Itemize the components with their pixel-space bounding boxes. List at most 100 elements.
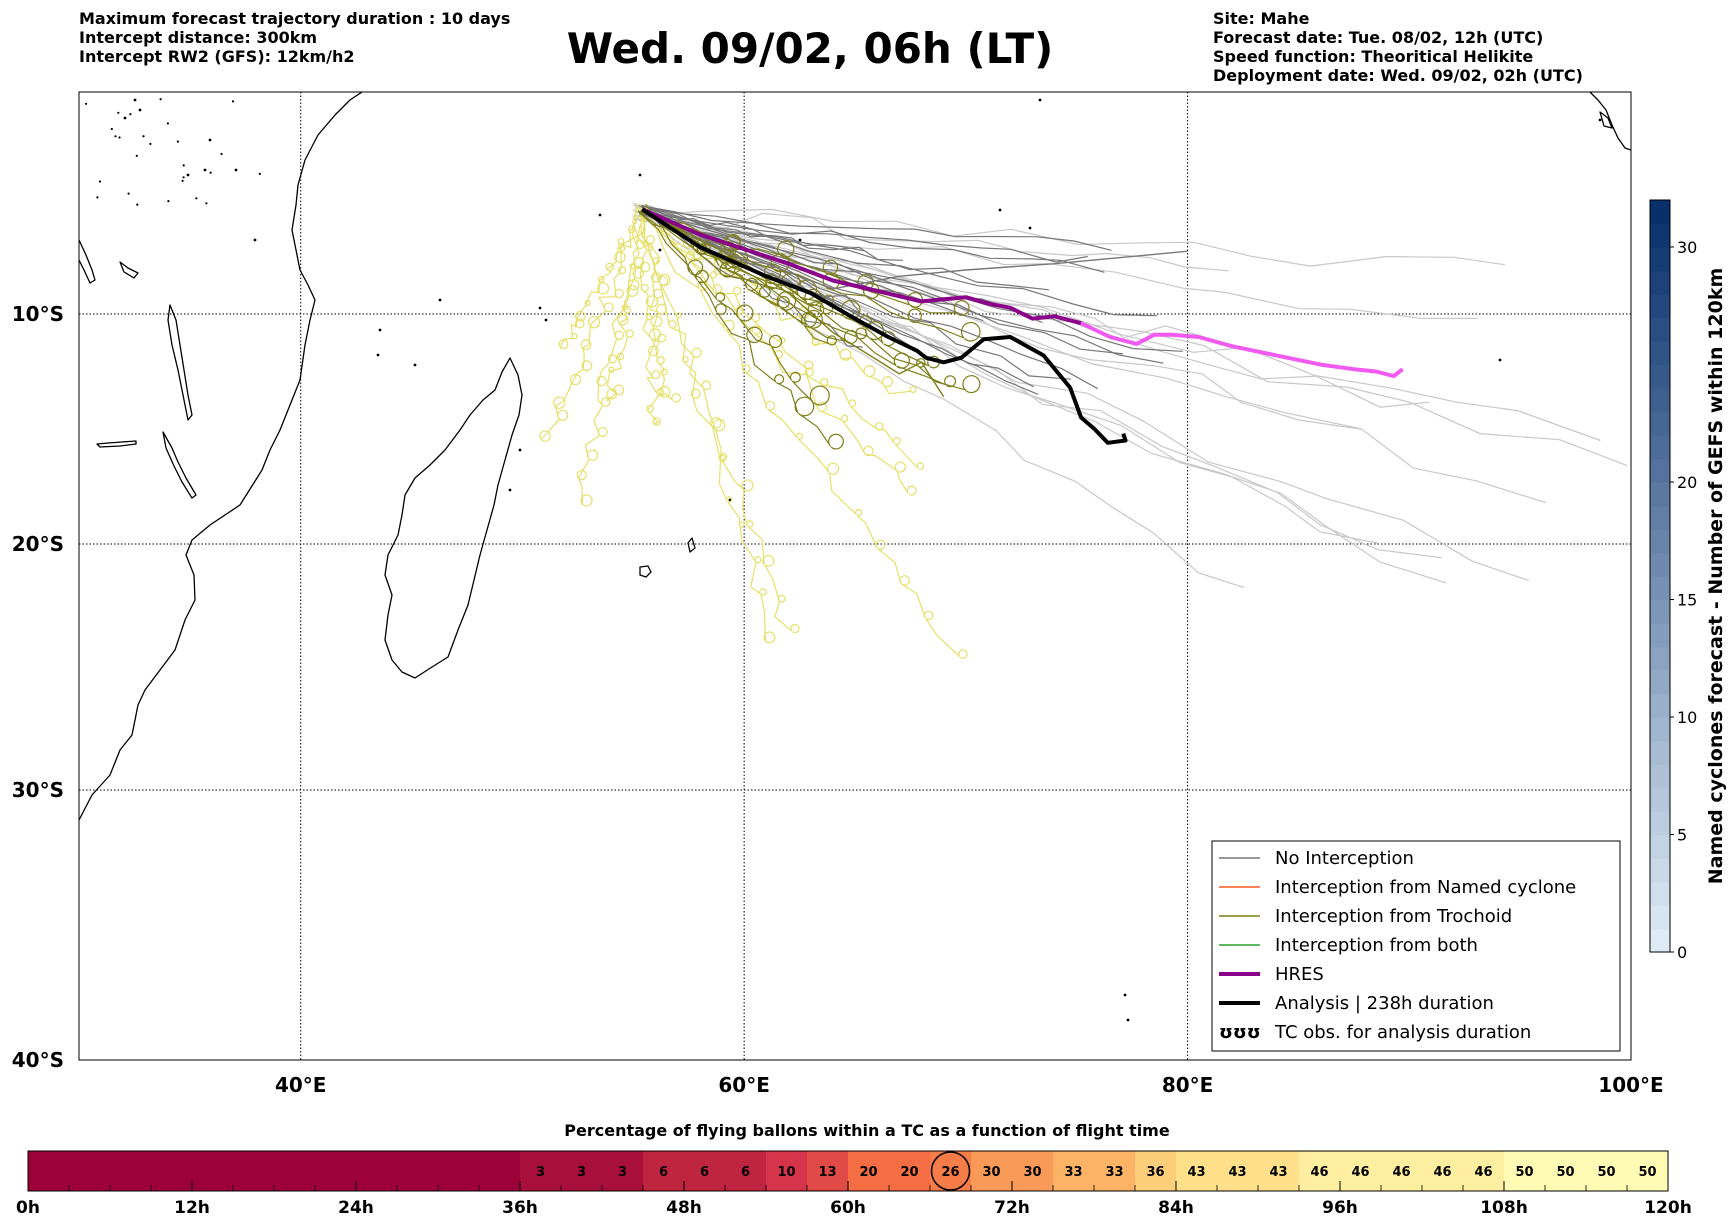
flight-time-cell xyxy=(1504,1151,1546,1191)
flight-time-tick-label: 60h xyxy=(830,1198,866,1218)
small-island xyxy=(1123,993,1127,997)
main-title: Wed. 09/02, 06h (LT) xyxy=(566,24,1054,73)
flight-time-value: 3 xyxy=(618,1165,627,1180)
small-island xyxy=(798,238,802,242)
colorbar-band xyxy=(1650,552,1670,577)
mauritius-island xyxy=(687,537,696,553)
colorbar-band xyxy=(1650,811,1670,836)
flight-time-cell xyxy=(643,1151,685,1191)
legend-box xyxy=(1211,840,1621,1052)
legend-label: No Interception xyxy=(1275,848,1414,869)
small-island xyxy=(438,298,442,302)
flight-time-value: 30 xyxy=(1023,1165,1041,1180)
small-island xyxy=(182,164,185,167)
colorbar-band xyxy=(1650,482,1670,507)
flight-time-value: 20 xyxy=(900,1165,918,1180)
flight-time-cell xyxy=(1094,1151,1136,1191)
flight-time-value: 46 xyxy=(1392,1165,1410,1180)
flight-time-value: 50 xyxy=(1515,1165,1533,1180)
flight-time-value: 50 xyxy=(1556,1165,1574,1180)
small-island xyxy=(118,136,121,139)
flight-time-value: 46 xyxy=(1310,1165,1328,1180)
x-tick-label: 60°E xyxy=(718,1073,770,1097)
small-island xyxy=(167,200,170,203)
flight-time-cell xyxy=(1217,1151,1259,1191)
ensemble-track-faint xyxy=(649,205,1430,408)
flight-time-bar: 3 3 3 6 6 6 10 13 20 20 26 30 30 33 33 36 43 43 43 46 46 46 46… xyxy=(16,1150,1692,1218)
flight-time-cell xyxy=(725,1151,767,1191)
colorbar-band xyxy=(1650,223,1670,248)
ensemble-track-faint xyxy=(632,201,1361,430)
legend-label: Interception from both xyxy=(1275,935,1478,956)
ensemble-track-faint xyxy=(651,213,1245,589)
legend-label: Analysis | 238h duration xyxy=(1275,993,1494,1014)
flight-time-value: 13 xyxy=(818,1165,836,1180)
flight-time-cell xyxy=(110,1151,152,1191)
colorbar-band xyxy=(1650,435,1670,460)
small-island xyxy=(110,127,113,131)
header-forecast-date-text: Forecast date: Tue. 08/02, 12h (UTC) xyxy=(1213,28,1544,47)
colorbar-tick-label: 20 xyxy=(1677,473,1697,492)
flight-time-cell xyxy=(69,1151,111,1191)
flight-time-cell xyxy=(233,1151,275,1191)
flight-time-tick-label: 108h xyxy=(1480,1198,1528,1218)
ensemble-track-sample xyxy=(641,208,945,398)
reunion-island xyxy=(639,565,652,578)
ensemble-track-trochoid xyxy=(637,211,858,344)
map-frame xyxy=(78,91,1632,1061)
flight-time-cell xyxy=(1340,1151,1382,1191)
small-island xyxy=(203,168,207,172)
ensemble-track-trochoid xyxy=(639,212,844,450)
flight-time-cell xyxy=(28,1151,70,1191)
colorbar-band xyxy=(1650,388,1670,413)
ensemble-track-light-trochoid xyxy=(558,213,648,350)
lake-outline xyxy=(96,440,137,448)
small-island xyxy=(518,448,522,452)
flight-time-tick-label: 84h xyxy=(1158,1198,1194,1218)
colorbar-tick-label: 10 xyxy=(1677,708,1697,727)
flight-time-cell xyxy=(602,1151,644,1191)
small-island xyxy=(182,176,185,179)
small-island xyxy=(195,197,198,200)
ensemble-track-faint xyxy=(632,208,1506,267)
small-island xyxy=(136,203,139,206)
ensemble-track-trochoid xyxy=(637,211,981,342)
island-outline xyxy=(1599,111,1613,129)
ensemble-track-sample xyxy=(641,208,1188,290)
small-island xyxy=(658,248,662,252)
header-intercept-rw2-text: Intercept RW2 (GFS): 12km/h2 xyxy=(79,47,355,66)
small-island xyxy=(1598,118,1602,122)
small-island xyxy=(149,142,152,145)
colorbar-tick-label: 30 xyxy=(1677,238,1697,257)
ensemble-track-faint xyxy=(634,218,1205,339)
x-tick-labels: 40°E 60°E 80°E 100°E xyxy=(275,1073,1664,1097)
x-tick-label: 40°E xyxy=(275,1073,327,1097)
header-speed-function-text: Speed function: Theoritical Helikite xyxy=(1213,47,1534,66)
small-island xyxy=(186,173,190,177)
flight-time-cell xyxy=(520,1151,562,1191)
ensemble-track-light-trochoid xyxy=(645,203,968,659)
colorbar-band xyxy=(1650,905,1670,930)
small-island xyxy=(598,213,602,217)
gefs-colorbar: 0 5 10 15 20 30 Named cyclones forecast - Numb… xyxy=(1649,199,1727,962)
small-island xyxy=(208,138,212,142)
flight-time-cell xyxy=(438,1151,480,1191)
madagascar-coastline xyxy=(384,357,523,679)
ensemble-track-faint xyxy=(637,209,1379,544)
y-tick-labels: 10°S 20°S 30°S 40°S xyxy=(12,302,64,1072)
small-island xyxy=(1126,1018,1130,1022)
flight-time-cell xyxy=(1299,1151,1341,1191)
flight-time-cell xyxy=(315,1151,357,1191)
colorbar-band xyxy=(1650,858,1670,883)
flight-time-cell xyxy=(1012,1151,1054,1191)
small-island xyxy=(378,328,382,332)
colorbar-band xyxy=(1650,364,1670,389)
flight-time-cell xyxy=(1053,1151,1095,1191)
colorbar-band xyxy=(1650,740,1670,765)
colorbar-band xyxy=(1650,599,1670,624)
small-island xyxy=(234,168,238,172)
flight-time-tick-label: 0h xyxy=(16,1198,40,1218)
flight-time-value: 3 xyxy=(536,1165,545,1180)
small-island xyxy=(98,180,101,183)
small-island xyxy=(258,172,261,175)
